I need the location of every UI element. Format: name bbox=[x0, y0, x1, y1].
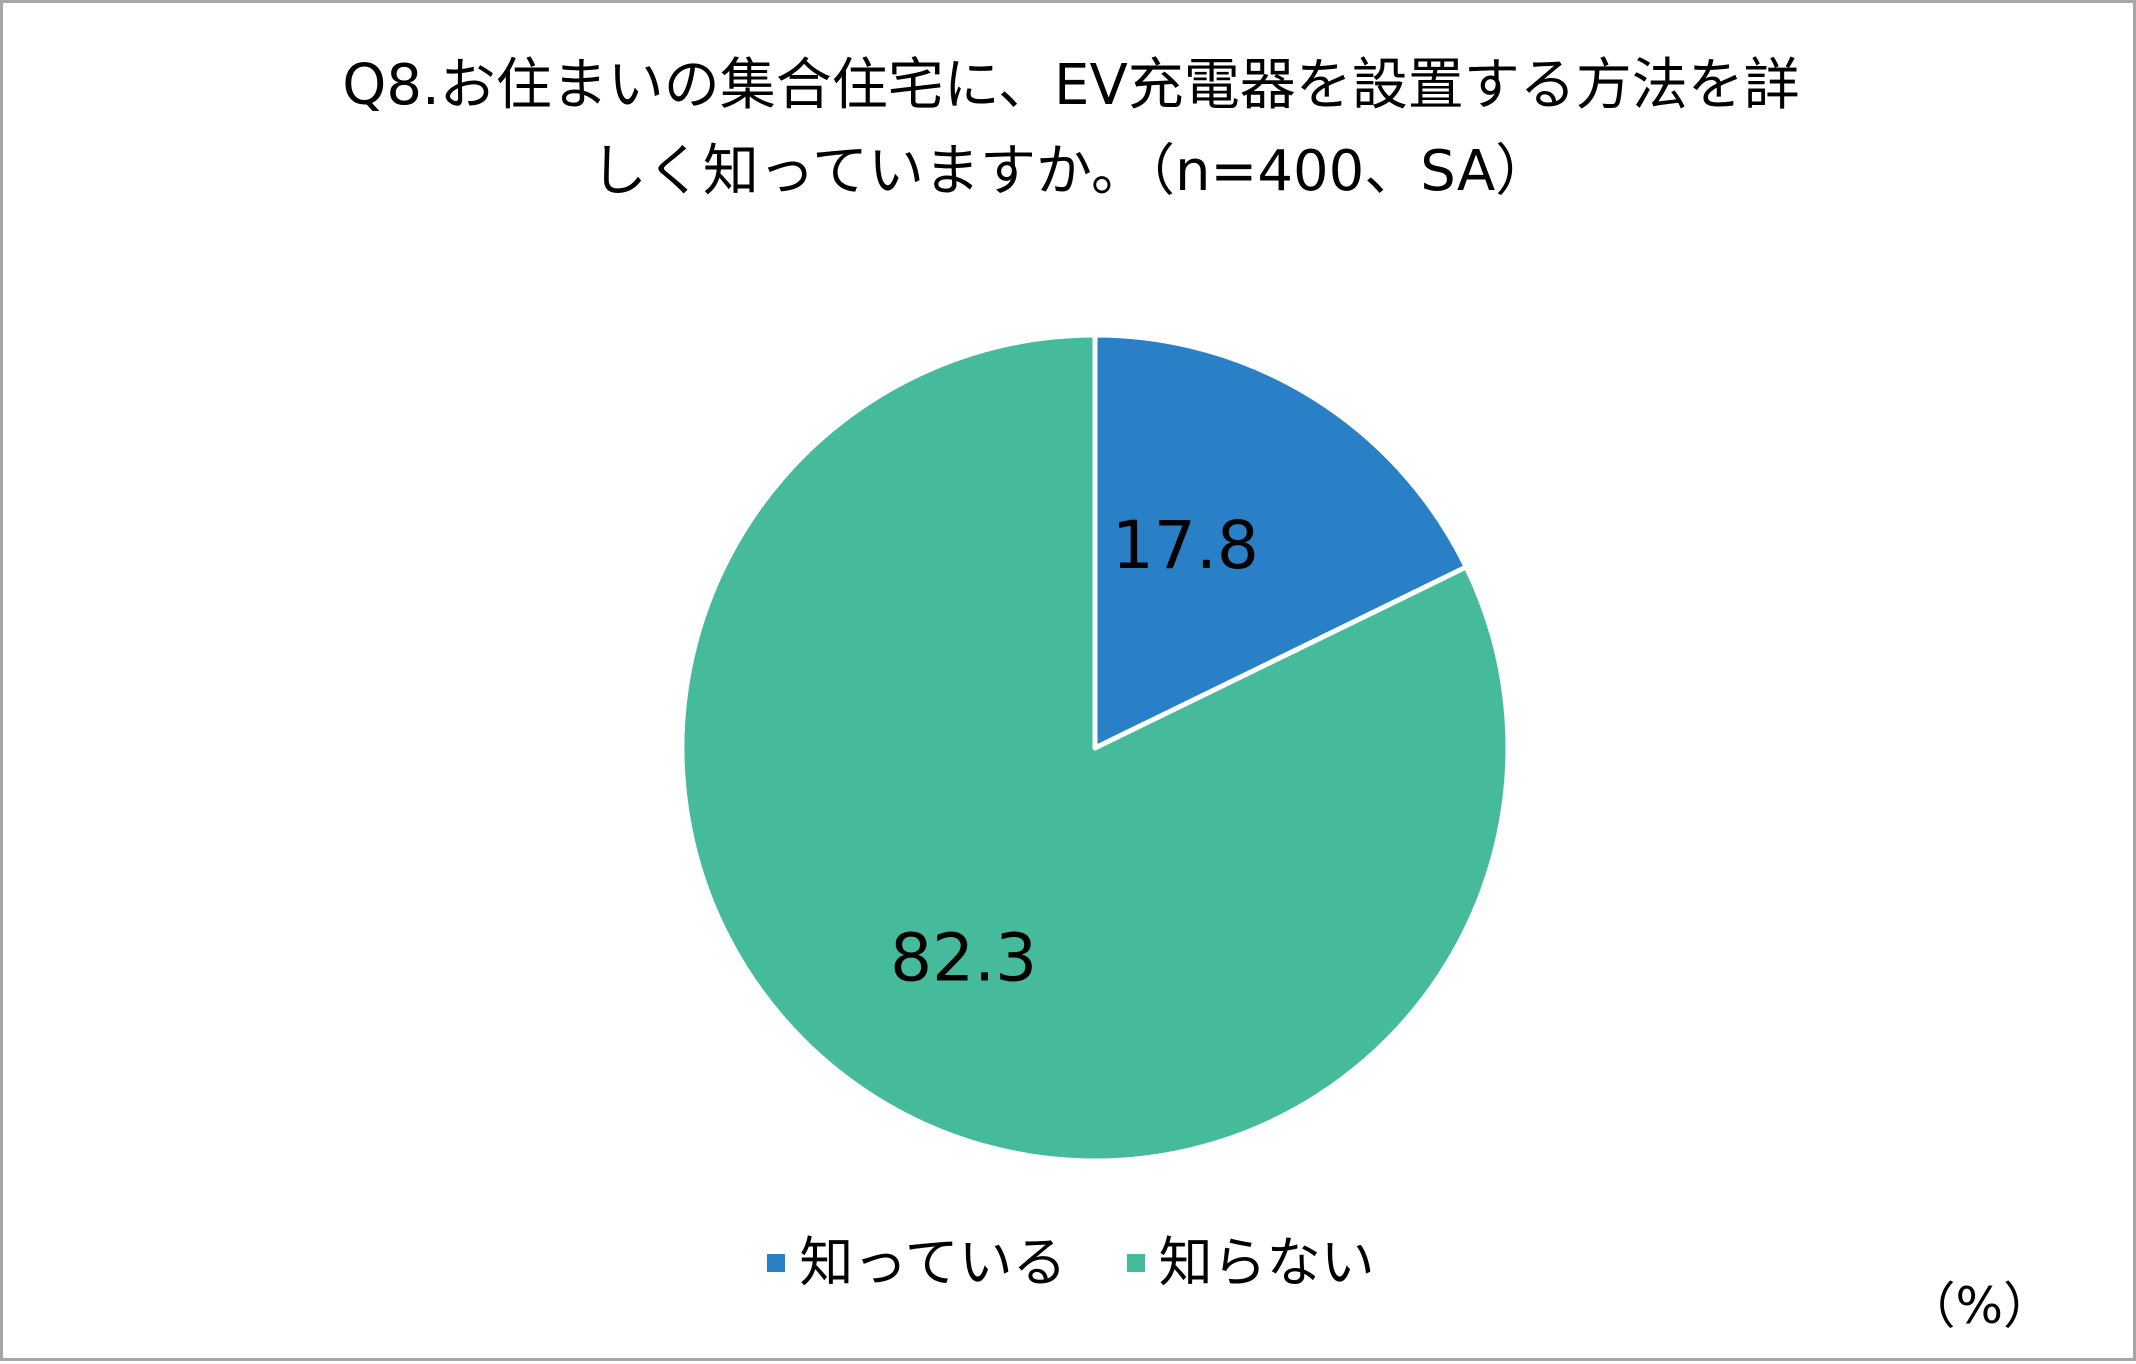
chart-title-line-2: しく知っていますか。（n=400、SA） bbox=[590, 139, 1552, 204]
legend-item-unknown: 知らない bbox=[1126, 1228, 1375, 1298]
chart-legend: 知っている 知らない bbox=[3, 1228, 2136, 1298]
chart-title-line-1: Q8.お住まいの集合住宅に、EV充電器を設置する方法を詳 bbox=[342, 53, 1800, 118]
pie-chart: 17.8 82.3 bbox=[679, 332, 1511, 1164]
legend-label-known: 知っている bbox=[799, 1231, 1067, 1294]
legend-swatch-unknown bbox=[1126, 1254, 1145, 1272]
pie-slice-unknown bbox=[679, 332, 1511, 1164]
data-label-known: 17.8 bbox=[1112, 507, 1259, 584]
pie-slice-known bbox=[1092, 332, 1469, 751]
data-label-unknown: 82.3 bbox=[890, 920, 1037, 997]
chart-title: Q8.お住まいの集合住宅に、EV充電器を設置する方法を詳 しく知っていますか。（… bbox=[63, 43, 2079, 215]
unit-label: （%） bbox=[1905, 1277, 2053, 1335]
pie-slices bbox=[679, 332, 1511, 1164]
legend-swatch-known bbox=[767, 1254, 786, 1272]
legend-label-unknown: 知らない bbox=[1158, 1231, 1375, 1294]
pie-data-labels: 17.8 82.3 bbox=[890, 507, 1259, 997]
legend-item-known: 知っている bbox=[767, 1228, 1067, 1298]
